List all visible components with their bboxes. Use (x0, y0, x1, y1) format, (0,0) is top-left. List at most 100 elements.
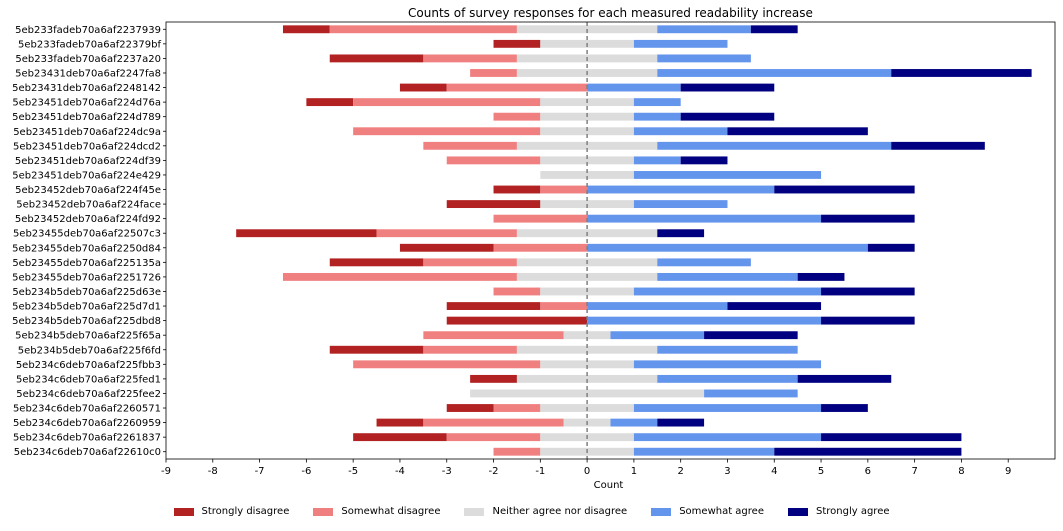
y-tick-label: 5eb233fadeb70a6af22379bf (18, 39, 161, 50)
bar-segment (493, 185, 541, 194)
x-tick-label: 2 (677, 466, 683, 477)
bar-segment (587, 214, 822, 223)
y-tick-label: 5eb23431deb70a6af2248142 (12, 83, 161, 94)
x-tick-label: 1 (631, 466, 637, 477)
bar-segment (797, 374, 892, 383)
bar-segment (540, 127, 634, 136)
bar-segment (353, 433, 447, 442)
chart-title: Counts of survey responses for each meas… (408, 6, 813, 20)
legend: Strongly disagree Somewhat disagree Neithe… (0, 506, 1063, 517)
x-tick-label: 0 (584, 466, 590, 477)
bar-segment (353, 360, 541, 369)
y-tick-label: 5eb23455deb70a6af225135a (12, 258, 161, 269)
legend-label: Somewhat agree (679, 506, 764, 517)
y-tick-label: 5eb23451deb70a6af224e429 (12, 170, 161, 181)
y-tick-label: 5eb23451deb70a6af224dcd2 (13, 141, 161, 152)
y-tick-label: 5eb234c6deb70a6af2260959 (13, 418, 161, 429)
bar-segment (657, 418, 705, 427)
bar-segment (587, 316, 822, 325)
bar-segment (657, 345, 798, 354)
y-tick-label: 5eb234b5deb70a6af225f65a (15, 331, 161, 342)
bar-segment (329, 258, 424, 267)
x-tick-label: 8 (958, 466, 964, 477)
bar-segment (353, 98, 541, 107)
y-tick-label: 5eb23452deb70a6af224f45e (15, 185, 161, 196)
bar-segment (633, 171, 822, 179)
x-tick-label: -4 (395, 466, 405, 477)
legend-swatch (787, 507, 808, 516)
x-axis-label: Count (594, 480, 624, 491)
bar-segment (493, 243, 588, 252)
bar-segment (821, 404, 868, 412)
legend-item: Somewhat disagree (313, 506, 440, 517)
bar-segment (282, 272, 517, 281)
legend-item: Somewhat agree (651, 506, 764, 517)
bar-segment (657, 69, 892, 77)
y-tick-label: 5eb234c6deb70a6af225fed1 (16, 374, 161, 385)
bar-segment (423, 345, 517, 354)
bar-segment (587, 185, 775, 194)
bar-segment (657, 374, 798, 383)
y-tick-label: 5eb23452deb70a6af224fd92 (15, 214, 161, 225)
x-tick-label: -1 (535, 466, 545, 477)
bar-segment (657, 141, 892, 150)
legend-label: Neither agree nor disagree (492, 506, 628, 517)
x-tick-label: 6 (865, 466, 871, 477)
y-tick-label: 5eb233fadeb70a6af2237a20 (15, 54, 161, 65)
bar-segment (704, 331, 798, 340)
bar-segment (329, 54, 424, 63)
bar-segment (704, 389, 798, 398)
x-tick-label: -5 (348, 466, 358, 477)
bar-segment (727, 127, 868, 136)
y-tick-label: 5eb23455deb70a6af22507c3 (13, 229, 161, 240)
x-tick-label: -8 (208, 466, 218, 477)
bar-segment (423, 418, 564, 427)
bar-segment (540, 171, 634, 179)
x-tick-label: 7 (911, 466, 917, 477)
x-tick-label: 3 (724, 466, 730, 477)
legend-label: Strongly agree (815, 506, 890, 517)
bar-segment (376, 418, 424, 427)
y-tick-label: 5eb23455deb70a6af2250d84 (12, 243, 161, 254)
x-tick-label: -2 (489, 466, 499, 477)
bar-segment (657, 54, 751, 63)
bar-segment (633, 98, 681, 107)
y-tick-label: 5eb23452deb70a6af224face (16, 200, 161, 211)
y-tick-label: 5eb234c6deb70a6af2261837 (13, 433, 161, 444)
bar-segment (633, 127, 728, 136)
bar-segment (821, 433, 962, 442)
bar-segment (774, 185, 915, 194)
y-tick-label: 5eb23451deb70a6af224dc9a (13, 127, 161, 138)
bar-segment (493, 287, 541, 296)
bar-segment (750, 25, 798, 34)
bar-segment (680, 156, 728, 165)
bar-segment (867, 243, 915, 252)
bar-segment (493, 112, 541, 121)
x-tick-label: 9 (1005, 466, 1011, 477)
bar-segment (493, 39, 541, 48)
bar-segment (587, 243, 868, 252)
x-tick-label: 4 (771, 466, 777, 477)
bar-segment (353, 127, 541, 136)
y-tick-label: 5eb234b5deb70a6af225dbd8 (12, 316, 161, 327)
bar-segment (587, 83, 681, 92)
x-tick-label: -9 (161, 466, 171, 477)
y-tick-label: 5eb23451deb70a6af224d76a (12, 98, 161, 109)
bar-segment (610, 418, 658, 427)
bar-segment (516, 141, 658, 150)
y-tick-label: 5eb234b5deb70a6af225d63e (12, 287, 161, 298)
legend-swatch (173, 507, 194, 516)
bar-segment (516, 374, 658, 383)
bar-segment (633, 39, 728, 48)
bar-segment (329, 345, 424, 354)
legend-swatch (313, 507, 334, 516)
bar-segment (423, 331, 564, 340)
bar-segment (306, 98, 354, 107)
bar-segment (540, 360, 634, 369)
y-tick-label: 5eb234c6deb70a6af225fbb3 (16, 360, 161, 371)
bar-segment (633, 360, 822, 369)
bar-segment (821, 316, 915, 325)
y-tick-label: 5eb233fadeb70a6af2237939 (15, 25, 161, 36)
y-tick-label: 5eb23431deb70a6af2247fa8 (15, 68, 161, 79)
